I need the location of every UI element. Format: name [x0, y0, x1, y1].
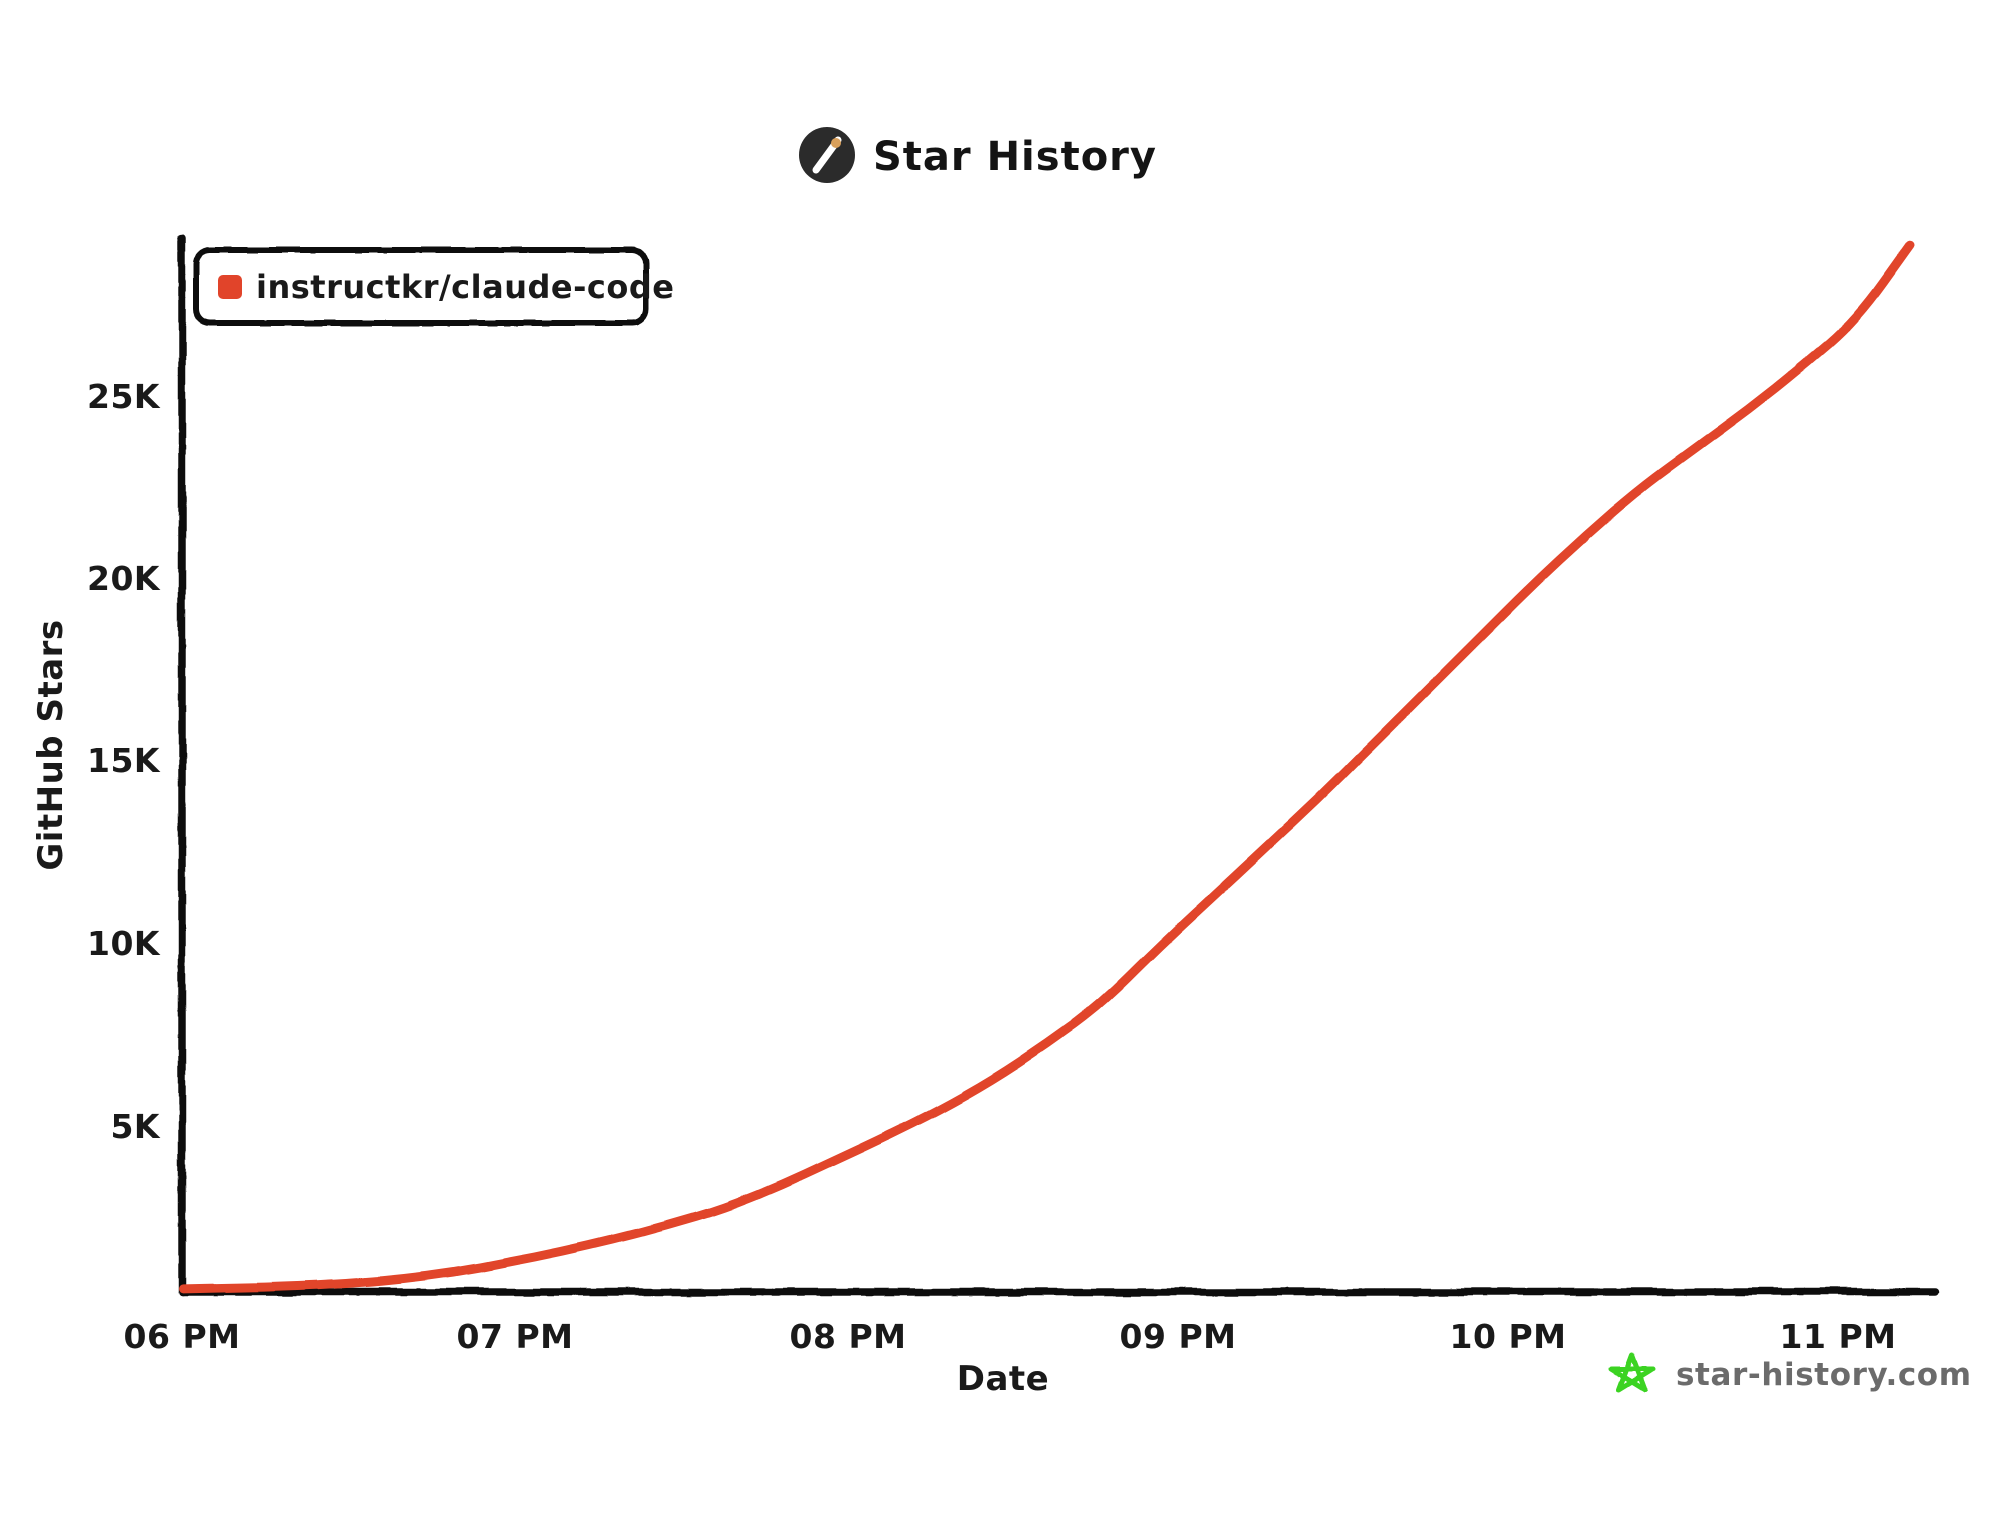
y-tick-label: 5K — [110, 1107, 160, 1146]
pen-circle-icon — [799, 127, 855, 183]
legend-box — [193, 247, 649, 326]
x-tick-label: 06 PM — [124, 1317, 241, 1356]
y-tick-label: 10K — [87, 924, 161, 963]
legend[interactable]: instructkr/claude-code — [193, 247, 674, 326]
star-icon — [1608, 1352, 1656, 1393]
y-tick-label: 15K — [87, 741, 161, 780]
watermark-label[interactable]: star-history.com — [1676, 1357, 1972, 1393]
legend-item-label[interactable]: instructkr/claude-code — [256, 268, 674, 306]
y-axis-ticks: 25K 20K 15K 10K 5K — [87, 377, 161, 1146]
legend-marker-icon — [218, 275, 242, 299]
x-axis-title: Date — [957, 1359, 1049, 1399]
chart-axes — [178, 234, 1939, 1296]
x-axis-ticks: 06 PM 07 PM 08 PM 09 PM 10 PM 11 PM — [124, 1317, 1897, 1356]
series-instructkr-claude-code — [179, 240, 1915, 1294]
x-tick-label: 09 PM — [1120, 1317, 1237, 1356]
page-title: Star History — [873, 134, 1157, 180]
x-tick-label: 08 PM — [790, 1317, 907, 1356]
series-line-group — [179, 240, 1915, 1294]
x-tick-label: 10 PM — [1450, 1317, 1567, 1356]
chart-header: Star History — [799, 127, 1157, 183]
y-tick-label: 20K — [87, 559, 161, 598]
y-tick-label: 25K — [87, 377, 161, 416]
x-tick-label: 07 PM — [457, 1317, 574, 1356]
x-tick-label: 11 PM — [1780, 1317, 1897, 1356]
y-axis-title: GitHub Stars — [31, 619, 71, 870]
watermark[interactable]: star-history.com — [1608, 1352, 1972, 1393]
